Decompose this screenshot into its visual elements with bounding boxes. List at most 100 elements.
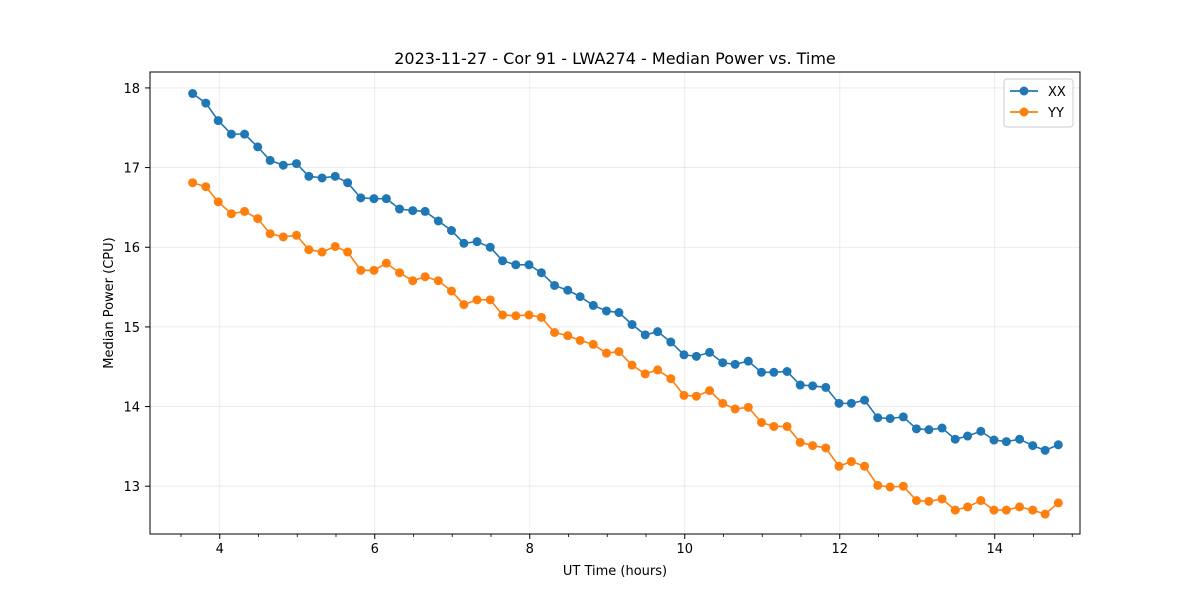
data-point <box>226 209 236 219</box>
data-point <box>718 358 728 368</box>
data-point <box>873 413 883 423</box>
data-point <box>253 214 263 224</box>
grid-lines <box>150 72 1080 534</box>
data-point <box>1015 434 1025 444</box>
data-point <box>989 435 999 445</box>
data-point <box>343 178 353 188</box>
data-point <box>666 374 676 384</box>
data-point <box>498 310 508 320</box>
data-point <box>782 367 792 377</box>
data-point <box>278 232 288 242</box>
data-point <box>911 496 921 506</box>
series-line-yy <box>192 181 1059 515</box>
data-point <box>304 245 314 255</box>
data-point <box>330 171 340 181</box>
data-point <box>653 327 663 337</box>
data-point <box>640 330 650 340</box>
data-point <box>472 237 482 247</box>
data-point <box>885 414 895 423</box>
data-point <box>343 247 353 257</box>
data-point <box>201 182 211 192</box>
data-point <box>730 404 740 414</box>
data-point <box>873 480 883 490</box>
data-point <box>459 300 469 310</box>
data-point <box>1028 505 1038 515</box>
data-point <box>756 417 766 427</box>
axis-ticks: 4 6 8 10 12 14 13 14 15 16 17 18 <box>123 82 1073 557</box>
data-point <box>524 260 534 270</box>
data-point <box>550 327 560 337</box>
data-point <box>808 441 818 451</box>
data-point <box>898 412 908 422</box>
data-point <box>369 194 379 204</box>
data-point <box>278 160 288 170</box>
data-point <box>253 142 263 152</box>
data-point <box>356 193 366 203</box>
y-tick-label: 17 <box>123 162 140 177</box>
data-point <box>213 116 223 126</box>
data-point <box>846 457 856 467</box>
data-point <box>563 285 573 295</box>
data-point <box>860 461 870 471</box>
data-point <box>575 292 585 302</box>
data-point <box>1053 440 1063 450</box>
data-point <box>356 265 366 275</box>
data-point <box>614 308 624 318</box>
data-point <box>588 339 598 349</box>
data-point <box>950 505 960 515</box>
y-tick-label: 15 <box>123 321 140 336</box>
data-point <box>291 159 301 169</box>
data-point <box>472 295 482 305</box>
data-point <box>1001 505 1011 515</box>
data-point <box>653 365 663 375</box>
x-tick-label: 14 <box>986 542 1003 557</box>
x-tick-label: 8 <box>526 542 534 557</box>
legend-label-yy: YY <box>1047 106 1064 121</box>
data-point <box>265 155 275 165</box>
data-point <box>536 312 546 322</box>
data-point <box>304 171 314 181</box>
data-point <box>201 98 211 108</box>
series-line-xx <box>192 92 1059 452</box>
data-point <box>730 359 740 369</box>
data-point <box>575 335 585 345</box>
data-point <box>769 421 779 431</box>
data-point <box>601 348 611 358</box>
data-point <box>1040 509 1050 519</box>
data-point <box>821 382 831 392</box>
data-point <box>705 386 715 396</box>
data-point <box>976 426 986 436</box>
data-point <box>226 129 236 139</box>
data-point <box>963 502 973 512</box>
data-point <box>601 306 611 316</box>
x-tick-label: 4 <box>216 542 224 557</box>
data-point <box>381 258 391 268</box>
series-layer <box>188 89 1063 519</box>
data-point <box>433 216 443 226</box>
data-point <box>524 310 534 320</box>
data-point <box>743 356 753 366</box>
legend-marker-yy <box>1019 107 1029 117</box>
data-point <box>937 423 947 433</box>
data-point <box>691 351 701 361</box>
data-point <box>795 380 805 390</box>
data-point <box>381 194 391 204</box>
data-point <box>240 206 250 216</box>
data-point <box>485 242 495 252</box>
data-point <box>782 421 792 431</box>
series-yy <box>188 178 1063 519</box>
data-point <box>291 230 301 240</box>
data-point <box>485 295 495 305</box>
data-point <box>963 431 973 441</box>
data-point <box>408 206 418 216</box>
data-point <box>1053 498 1063 508</box>
data-point <box>420 206 430 216</box>
data-point <box>885 482 895 492</box>
data-point <box>627 360 637 370</box>
data-point <box>188 89 198 99</box>
data-point <box>588 300 598 310</box>
data-point <box>1015 502 1025 512</box>
data-point <box>924 425 934 435</box>
data-point <box>550 280 560 290</box>
